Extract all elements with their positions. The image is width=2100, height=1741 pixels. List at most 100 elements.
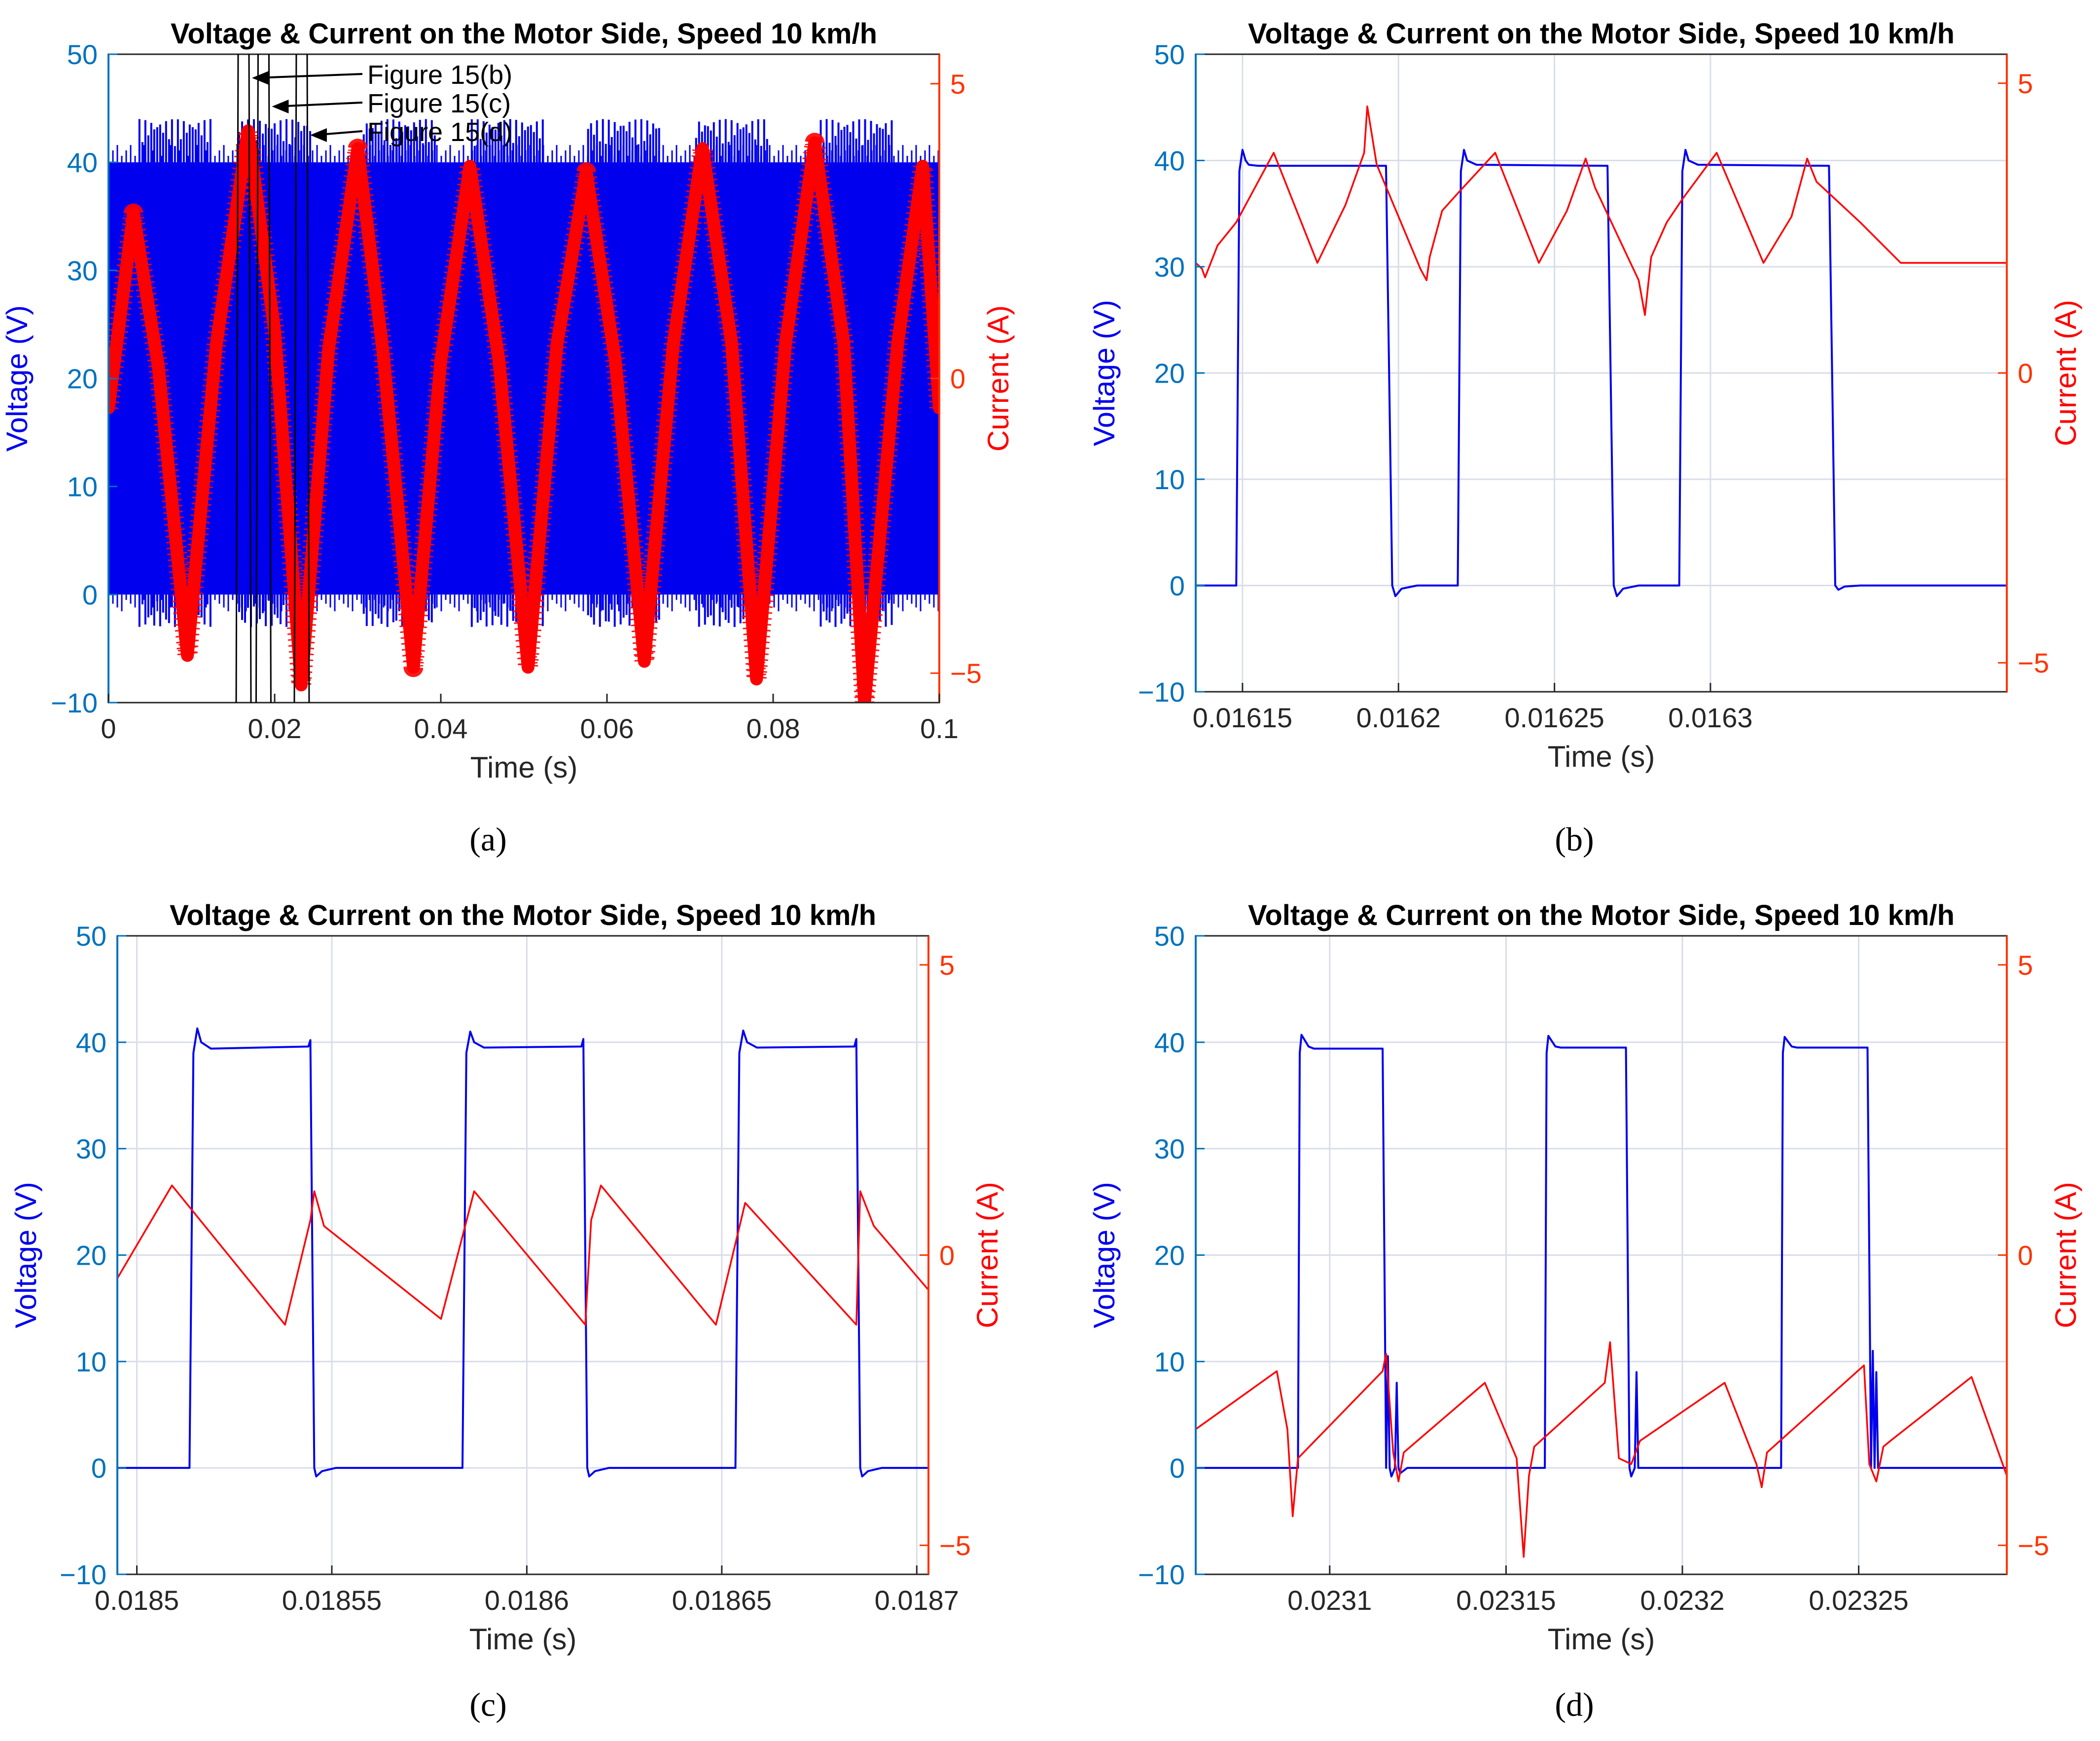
panel-letter-c: (c) bbox=[469, 1686, 506, 1723]
current-trace bbox=[117, 1184, 928, 1326]
y-tick-label-3: 20 bbox=[76, 1240, 107, 1271]
y2-tick-label-1: 0 bbox=[950, 363, 965, 394]
chart-panel-c: 0.0185 0.01855 0.0186 0.01865 0.0187 −10 0 10 20… bbox=[9, 899, 1004, 1656]
y2-tick-label-2: 5 bbox=[950, 69, 965, 100]
data-layer bbox=[108, 119, 939, 703]
x-tick-label-1: 0.0162 bbox=[1356, 702, 1441, 733]
y2-tick-label-0: −5 bbox=[950, 658, 982, 689]
x-tick-label-2: 0.0232 bbox=[1640, 1585, 1724, 1616]
x-tick-label-2: 0.04 bbox=[414, 713, 468, 744]
y2-tick-label-2: 5 bbox=[2018, 950, 2033, 981]
chart-panel-a: 0 0.02 0.04 0.06 0.08 0.1−1001020304050−505Vo… bbox=[0, 18, 1015, 784]
y-tick-label-1: 0 bbox=[1170, 1453, 1185, 1484]
y-axis-label: Voltage (V) bbox=[0, 305, 34, 452]
data-layer bbox=[1196, 106, 2007, 598]
marker-line-0-b bbox=[248, 54, 252, 703]
data-layer bbox=[1196, 1033, 2007, 1558]
marker-line-0 bbox=[235, 54, 239, 703]
y-tick-label-2: 10 bbox=[67, 471, 98, 502]
marker-arrow-0 bbox=[255, 73, 363, 79]
y-tick-label-4: 30 bbox=[67, 255, 98, 286]
y-tick-label-0: −10 bbox=[1138, 676, 1185, 708]
chart-title: Voltage & Current on the Motor Side, Spe… bbox=[170, 899, 876, 931]
marker-label-1: Figure 15(c) bbox=[367, 89, 511, 118]
y-axis-label: Voltage (V) bbox=[9, 1182, 42, 1328]
marker-arrow-1 bbox=[276, 102, 363, 107]
y-tick-label-3: 20 bbox=[1154, 358, 1185, 389]
y-tick-label-0: −10 bbox=[60, 1559, 107, 1590]
x-axis-label: Time (s) bbox=[470, 751, 578, 784]
y-tick-label-5: 40 bbox=[1154, 1027, 1185, 1058]
panel-letter-b: (b) bbox=[1555, 820, 1594, 858]
y-tick-label-5: 40 bbox=[76, 1027, 107, 1058]
y-tick-label-1: 0 bbox=[91, 1453, 107, 1484]
marker-arrowhead-2 bbox=[310, 128, 327, 142]
x-tick-label-3: 0.06 bbox=[580, 713, 634, 744]
x-tick-label-3: 0.02325 bbox=[1809, 1585, 1908, 1616]
y2-tick-label-2: 5 bbox=[939, 950, 955, 981]
marker-line-2-b bbox=[306, 54, 310, 703]
x-tick-label-0: 0.0231 bbox=[1287, 1585, 1372, 1616]
y2-tick-label-1: 0 bbox=[2018, 1240, 2033, 1271]
voltage-trace bbox=[1196, 148, 2007, 598]
current-trace bbox=[1196, 1341, 2007, 1558]
marker-label-0: Figure 15(b) bbox=[367, 60, 512, 90]
x-tick-label-4: 0.08 bbox=[747, 713, 800, 744]
y-tick-label-0: −10 bbox=[51, 687, 98, 718]
y-tick-label-6: 50 bbox=[1154, 39, 1185, 70]
marker-line-1 bbox=[255, 54, 259, 703]
x-tick-label-0: 0.01615 bbox=[1193, 702, 1292, 733]
panel-letter-a: (a) bbox=[469, 820, 506, 858]
y-tick-label-2: 10 bbox=[1154, 1346, 1185, 1377]
chart-title: Voltage & Current on the Motor Side, Spe… bbox=[171, 18, 877, 50]
voltage-trace bbox=[117, 1027, 928, 1478]
y-tick-label-3: 20 bbox=[67, 363, 98, 394]
y2-axis-label: Current (A) bbox=[971, 1182, 1004, 1328]
y-axis-label: Voltage (V) bbox=[1088, 300, 1121, 446]
chart-panel-d: 0.0231 0.02315 0.0232 0.02325−1001020304050… bbox=[1088, 899, 2082, 1656]
y-tick-label-4: 30 bbox=[1154, 251, 1185, 283]
y-tick-label-4: 30 bbox=[76, 1134, 107, 1165]
x-tick-label-4: 0.0187 bbox=[875, 1585, 959, 1616]
data-layer bbox=[117, 1027, 928, 1478]
y2-tick-label-1: 0 bbox=[2018, 358, 2033, 389]
y2-tick-label-0: −5 bbox=[939, 1530, 971, 1561]
x-tick-label-3: 0.01865 bbox=[672, 1585, 772, 1616]
x-tick-label-1: 0.01855 bbox=[282, 1585, 382, 1616]
chart-title: Voltage & Current on the Motor Side, Spe… bbox=[1248, 18, 1955, 50]
panel-letter-d: (d) bbox=[1555, 1686, 1594, 1723]
x-tick-label-2: 0.01625 bbox=[1504, 702, 1604, 733]
x-tick-label-5: 0.1 bbox=[920, 713, 959, 744]
x-tick-label-1: 0.02315 bbox=[1456, 1585, 1556, 1616]
x-tick-label-0: 0 bbox=[101, 713, 116, 744]
x-tick-label-3: 0.0163 bbox=[1668, 702, 1752, 733]
x-tick-label-1: 0.02 bbox=[248, 713, 302, 744]
voltage-trace bbox=[1196, 1033, 2007, 1478]
current-trace bbox=[1196, 106, 2007, 316]
x-axis-label: Time (s) bbox=[469, 1623, 577, 1656]
y-tick-label-1: 0 bbox=[1170, 570, 1185, 602]
chart-title: Voltage & Current on the Motor Side, Spe… bbox=[1248, 899, 1955, 931]
y-axis-label: Voltage (V) bbox=[1088, 1182, 1121, 1328]
y-tick-label-4: 30 bbox=[1154, 1134, 1185, 1165]
y2-tick-label-0: −5 bbox=[2018, 1530, 2049, 1561]
y-tick-label-3: 20 bbox=[1154, 1240, 1185, 1271]
y2-axis-label: Current (A) bbox=[2049, 300, 2082, 446]
y-tick-label-5: 40 bbox=[67, 147, 98, 178]
y-tick-label-2: 10 bbox=[1154, 464, 1185, 495]
y2-tick-label-2: 5 bbox=[2018, 68, 2033, 99]
y-tick-label-2: 10 bbox=[76, 1346, 107, 1377]
current-noise bbox=[108, 121, 939, 703]
y-tick-label-6: 50 bbox=[67, 39, 98, 70]
y-tick-label-1: 0 bbox=[82, 579, 98, 610]
marker-label-2: Figure 15(d) bbox=[367, 117, 512, 147]
marker-arrowhead-1 bbox=[272, 100, 289, 113]
x-tick-label-0: 0.0185 bbox=[95, 1585, 179, 1616]
y2-tick-label-0: −5 bbox=[2018, 647, 2049, 678]
y-tick-label-0: −10 bbox=[1138, 1559, 1185, 1590]
y-tick-label-6: 50 bbox=[76, 921, 107, 952]
x-tick-label-2: 0.0186 bbox=[485, 1585, 569, 1616]
y2-axis-label: Current (A) bbox=[982, 305, 1015, 452]
y2-axis-label: Current (A) bbox=[2049, 1182, 2082, 1328]
